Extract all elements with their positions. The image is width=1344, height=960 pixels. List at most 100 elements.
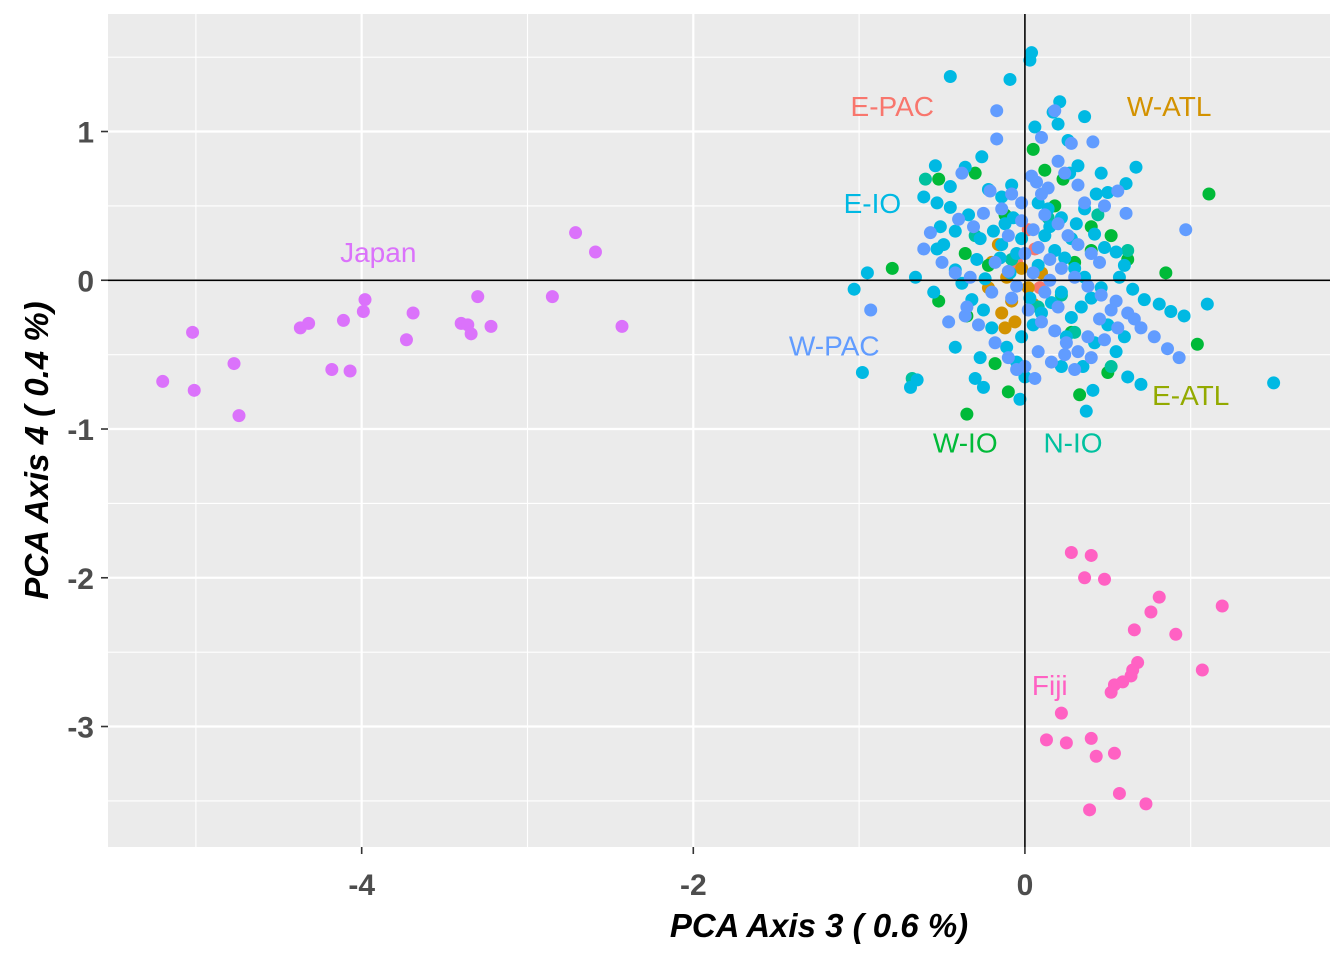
data-point	[1064, 545, 1078, 559]
data-point	[1013, 392, 1027, 406]
data-point	[1121, 370, 1135, 384]
data-point	[1054, 261, 1068, 275]
data-point	[967, 220, 981, 234]
data-point	[1069, 217, 1083, 231]
group-label-n-io: N-IO	[1043, 427, 1102, 458]
data-point	[1023, 291, 1037, 305]
data-point	[569, 226, 583, 240]
data-point	[1008, 315, 1022, 329]
data-point	[1026, 266, 1040, 280]
data-point	[1073, 388, 1087, 402]
data-point	[1074, 300, 1088, 314]
series-w-io	[885, 142, 1216, 421]
y-tick-label: -1	[67, 414, 94, 447]
data-point	[932, 172, 946, 186]
data-point	[1015, 261, 1029, 275]
data-point	[1107, 746, 1121, 760]
data-point	[1164, 305, 1178, 318]
data-point	[1078, 110, 1092, 124]
data-point	[1015, 214, 1029, 228]
y-tick-label: 0	[77, 265, 94, 298]
group-label-e-atl: E-ATL	[1152, 380, 1229, 411]
data-point	[1126, 282, 1140, 296]
data-point	[958, 246, 972, 260]
data-point	[1104, 360, 1118, 374]
plot-panel	[108, 14, 1330, 847]
data-point	[1039, 733, 1053, 747]
series-japan	[156, 226, 629, 423]
data-point	[1215, 599, 1229, 613]
group-label-japan: Japan	[340, 237, 416, 268]
data-point	[1030, 175, 1044, 189]
data-point	[1058, 348, 1072, 362]
data-point	[1071, 238, 1085, 252]
data-point	[973, 351, 987, 365]
data-point	[1001, 385, 1015, 399]
data-point	[1003, 72, 1017, 86]
data-point	[930, 196, 944, 210]
data-point	[1034, 130, 1048, 144]
data-point	[1034, 306, 1048, 320]
data-point	[908, 270, 922, 284]
y-axis-title: PCA Axis 4 ( 0.4 %)	[18, 301, 55, 599]
data-point	[1038, 163, 1052, 177]
data-point	[976, 380, 990, 394]
data-point	[1078, 571, 1092, 585]
data-point	[1089, 749, 1103, 763]
data-point	[1177, 309, 1191, 323]
data-point	[1048, 104, 1062, 118]
data-point	[943, 69, 957, 83]
data-point	[1084, 548, 1098, 562]
data-point	[1001, 264, 1015, 278]
data-point	[1112, 270, 1126, 284]
data-point	[943, 200, 957, 214]
data-point	[325, 363, 339, 377]
data-points	[156, 46, 1281, 817]
data-point	[1058, 251, 1072, 265]
data-point	[399, 333, 413, 347]
data-point	[1071, 178, 1085, 192]
data-point	[1093, 312, 1107, 326]
data-point	[1089, 187, 1103, 201]
data-point	[1104, 229, 1118, 243]
data-point	[1028, 120, 1042, 134]
data-point	[918, 172, 932, 186]
data-point	[1051, 154, 1065, 168]
data-point	[948, 266, 962, 280]
data-point	[927, 285, 941, 299]
data-point	[1091, 208, 1105, 222]
data-point	[933, 220, 947, 234]
data-point	[1034, 315, 1048, 329]
data-point	[1098, 199, 1112, 213]
data-point	[1086, 135, 1100, 149]
data-point	[545, 290, 559, 304]
data-point	[1134, 321, 1148, 335]
data-point	[1200, 297, 1214, 311]
x-tick-label: -2	[680, 869, 707, 902]
data-point	[988, 336, 1002, 350]
data-point	[1137, 293, 1151, 307]
data-point	[948, 224, 962, 238]
data-point	[1054, 360, 1068, 374]
data-point	[962, 208, 976, 222]
data-point	[343, 364, 357, 378]
group-label-e-io: E-IO	[844, 188, 902, 219]
group-label-w-pac: W-PAC	[789, 331, 880, 362]
data-point	[186, 325, 200, 339]
data-point	[1068, 363, 1082, 377]
data-point	[968, 166, 982, 180]
data-point	[1023, 53, 1037, 67]
data-point	[1127, 312, 1141, 326]
data-point	[935, 255, 949, 269]
data-point	[1081, 279, 1095, 293]
group-label-e-pac: E-PAC	[851, 91, 935, 122]
data-point	[1109, 245, 1123, 259]
data-point	[885, 261, 899, 275]
x-tick-label: -4	[348, 869, 375, 902]
y-axis-ticks: 1 0 -1 -2 -3	[67, 117, 108, 745]
data-point	[1267, 376, 1281, 390]
data-point	[976, 303, 990, 317]
data-point	[971, 318, 985, 332]
data-point	[615, 319, 629, 333]
data-point	[1190, 337, 1204, 351]
